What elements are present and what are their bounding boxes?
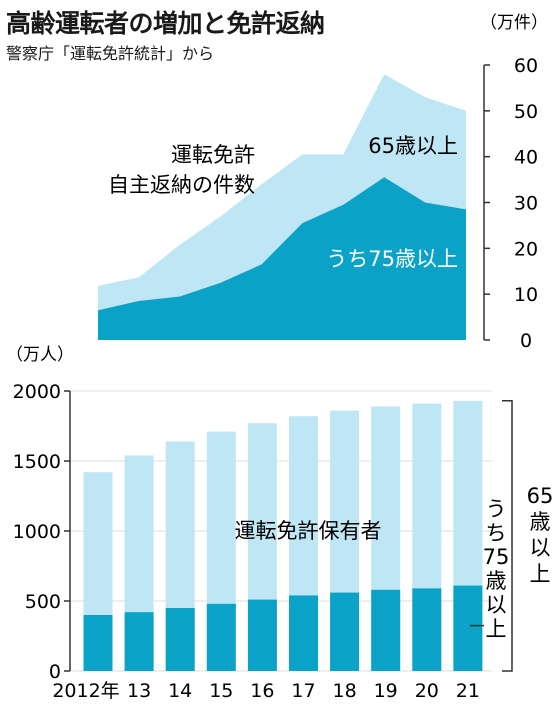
bar-series bbox=[83, 400, 483, 671]
bar-x-tick-label: 21 bbox=[456, 680, 480, 702]
bracket-outer-line bbox=[502, 400, 513, 672]
bar-75plus bbox=[206, 603, 236, 671]
page-title: 高齢運転者の増加と免許返納 bbox=[6, 9, 325, 38]
bar-y-tick-label: 1500 bbox=[13, 451, 61, 473]
area-75plus bbox=[98, 177, 466, 340]
bar-bracket bbox=[470, 400, 513, 672]
area-series-label-65: 65歳以上 bbox=[368, 134, 458, 158]
bar-75plus bbox=[453, 585, 483, 671]
bar-x-tick-label: 19 bbox=[374, 680, 398, 702]
bar-75plus bbox=[83, 615, 113, 671]
bar-75plus bbox=[124, 612, 154, 671]
bar-x-tick-label: 16 bbox=[250, 680, 274, 702]
bracket-label-65plus: 65 歳以上 bbox=[527, 484, 554, 586]
area-label-line2: 自主返納の件数 bbox=[108, 173, 255, 197]
holders-bar-chart: （万人） 0 500 1000 1500 2000 2012年 13 14 15 16 17 18 1… bbox=[6, 345, 553, 702]
bar-x-tick-label: 14 bbox=[168, 680, 192, 702]
bar-75plus bbox=[371, 589, 401, 671]
area-y-tick-label: 30 bbox=[514, 193, 538, 215]
bar-inside-label: 運転免許保有者 bbox=[235, 519, 382, 543]
area-y-tick-label: 40 bbox=[514, 147, 538, 169]
area-unit-label: （万件） bbox=[480, 13, 548, 33]
bar-y-tick-label: 0 bbox=[49, 661, 61, 683]
source-note: 警察庁「運転免許統計」から bbox=[6, 44, 215, 63]
bar-75plus bbox=[412, 588, 442, 671]
bar-y-tick-label: 500 bbox=[25, 591, 61, 613]
area-y-tick-label: 50 bbox=[514, 101, 538, 123]
bar-75plus bbox=[289, 595, 318, 671]
area-y-tick-label: 60 bbox=[514, 55, 538, 77]
bar-75plus bbox=[247, 599, 277, 671]
bar-y-ticks: 0 500 1000 1500 2000 bbox=[13, 381, 70, 683]
bar-unit-label: （万人） bbox=[6, 345, 74, 365]
bar-x-tick-label: 18 bbox=[333, 680, 357, 702]
bar-x-tick-label: 2012年 bbox=[52, 680, 119, 702]
bar-x-tick-label: 20 bbox=[415, 680, 439, 702]
bracket-label-75plus: うち 75 歳以上 bbox=[483, 497, 510, 641]
returns-area-chart: 0 10 20 30 40 50 60 （万件） 運転免許 自主返納の件数 65歳以上 うち… bbox=[98, 13, 548, 352]
bar-x-tick-label: 13 bbox=[127, 680, 151, 702]
area-label-line1: 運転免許 bbox=[171, 143, 255, 167]
bar-75plus bbox=[165, 608, 195, 671]
area-series-label-75: うち75歳以上 bbox=[326, 247, 458, 271]
bar-y-tick-label: 2000 bbox=[13, 381, 61, 403]
bar-y-tick-label: 1000 bbox=[13, 521, 61, 543]
area-y-ticks: 0 10 20 30 40 50 60 bbox=[484, 55, 538, 352]
area-y-tick-label: 10 bbox=[514, 284, 538, 306]
area-y-tick-label: 0 bbox=[520, 330, 532, 352]
bar-x-tick-label: 17 bbox=[291, 680, 315, 702]
bar-x-ticks: 2012年 13 14 15 16 17 18 19 20 21 bbox=[52, 680, 480, 702]
area-y-tick-label: 20 bbox=[514, 238, 538, 260]
bar-75plus bbox=[330, 592, 360, 671]
bar-x-tick-label: 15 bbox=[209, 680, 233, 702]
